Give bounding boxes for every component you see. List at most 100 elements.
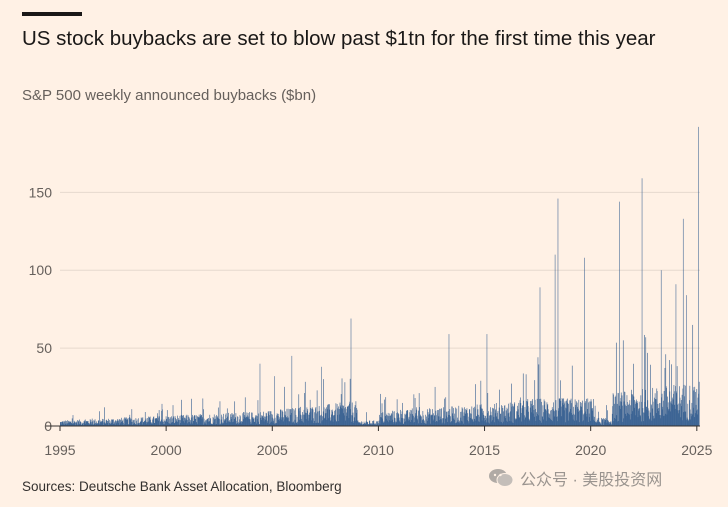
bar — [416, 409, 418, 426]
bar — [436, 421, 438, 426]
bar — [310, 408, 311, 426]
bar — [85, 421, 87, 426]
bar — [423, 419, 425, 426]
bar — [487, 393, 489, 426]
bar — [618, 393, 619, 426]
bar — [389, 415, 391, 426]
bar — [123, 424, 124, 426]
bar — [389, 420, 390, 426]
bar — [677, 410, 679, 426]
bar — [176, 420, 178, 426]
bar — [455, 407, 456, 426]
bar — [644, 334, 645, 426]
bar — [595, 421, 597, 426]
bar — [269, 423, 270, 426]
bar — [662, 406, 664, 426]
bar — [538, 364, 540, 426]
bar — [200, 416, 202, 426]
bar — [142, 421, 144, 426]
bar — [616, 415, 618, 426]
bar — [391, 414, 393, 426]
bar — [652, 387, 654, 426]
bar — [572, 414, 574, 426]
bar — [536, 398, 538, 426]
bar — [557, 421, 558, 426]
bar — [567, 420, 569, 426]
bar — [133, 423, 134, 426]
bar — [236, 424, 238, 426]
bar — [524, 417, 526, 426]
bar — [349, 403, 350, 426]
bar — [571, 365, 573, 426]
bar — [222, 423, 223, 426]
bar — [190, 420, 191, 426]
bar — [106, 419, 107, 426]
bar — [276, 413, 278, 426]
bar — [122, 422, 124, 426]
bar — [169, 423, 171, 426]
bar — [94, 423, 95, 426]
bar — [326, 407, 327, 426]
bar — [635, 401, 637, 426]
bar — [616, 403, 618, 426]
bar — [341, 408, 342, 426]
bar — [104, 407, 105, 426]
bar — [217, 416, 219, 426]
bar — [214, 419, 216, 426]
bar — [662, 409, 663, 426]
bar — [89, 419, 91, 426]
bar — [387, 420, 389, 426]
bar — [519, 400, 521, 426]
bar — [624, 391, 626, 426]
bar — [593, 419, 595, 426]
bar — [342, 408, 343, 426]
bar — [72, 423, 73, 426]
bar — [137, 424, 138, 426]
bar — [496, 416, 498, 426]
bar — [307, 420, 309, 426]
bar — [459, 423, 461, 426]
bar — [483, 414, 485, 426]
bar — [361, 421, 363, 426]
bar — [539, 419, 540, 426]
bar — [80, 424, 82, 426]
bar — [191, 398, 192, 426]
bar — [423, 422, 425, 426]
bar — [507, 408, 508, 426]
bar — [673, 393, 674, 426]
bar — [103, 424, 104, 426]
bar — [633, 396, 635, 426]
bar — [653, 415, 654, 426]
bar — [357, 421, 358, 426]
bar — [371, 423, 373, 426]
bar — [486, 334, 488, 426]
bar — [189, 423, 191, 426]
bar — [162, 409, 163, 426]
bar — [414, 422, 416, 426]
bar — [446, 411, 448, 426]
bar — [687, 419, 688, 426]
bar — [485, 422, 487, 426]
bar — [295, 414, 297, 426]
bar — [135, 421, 137, 426]
bar — [399, 421, 400, 426]
bar — [397, 418, 399, 426]
bar — [220, 423, 222, 426]
bar — [110, 423, 111, 426]
bar — [310, 411, 312, 426]
bar — [355, 401, 357, 426]
bar — [631, 389, 632, 426]
bar — [658, 415, 660, 426]
bar — [402, 402, 403, 426]
bar — [440, 419, 442, 426]
bar — [378, 424, 379, 426]
bar — [512, 405, 514, 426]
bar — [525, 374, 527, 426]
bar — [290, 409, 292, 426]
bar — [228, 412, 229, 426]
bar — [342, 405, 344, 426]
bar — [541, 401, 542, 426]
bar — [637, 417, 639, 426]
bar — [169, 423, 171, 426]
bar — [373, 420, 374, 426]
